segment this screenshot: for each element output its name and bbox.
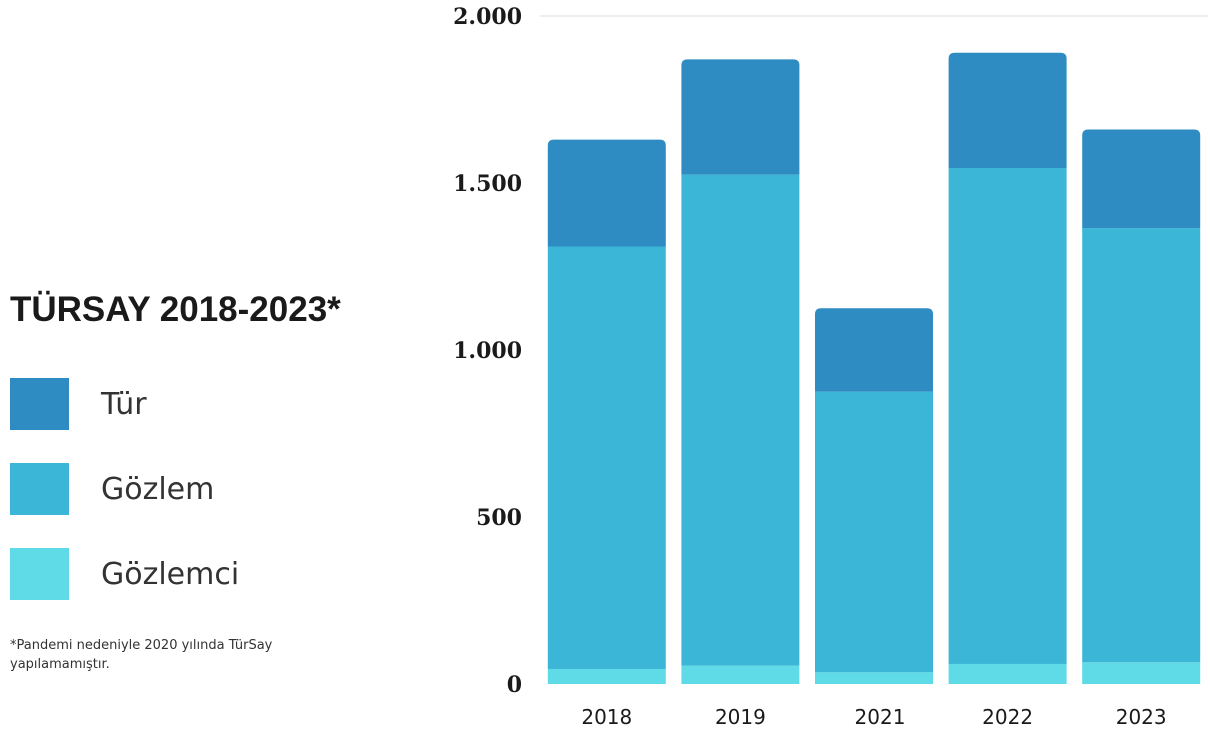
chart-title: TÜRSAY 2018-2023* xyxy=(10,290,341,329)
y-tick-label: 1.500 xyxy=(453,171,522,197)
legend-swatch-gozlemci xyxy=(10,548,69,600)
bar-segment-gözlem xyxy=(815,391,933,673)
bar-segment-gözlemci xyxy=(815,672,933,684)
y-tick-label: 500 xyxy=(476,505,522,531)
bar-group xyxy=(1082,129,1201,684)
bar-segment-gözlem xyxy=(1082,228,1201,663)
x-tick-label: 2018 xyxy=(581,705,632,729)
bar-group xyxy=(815,308,933,684)
bar-group xyxy=(948,52,1067,684)
y-tick-label: 0 xyxy=(507,672,522,698)
bar-segment-gözlemci xyxy=(681,665,800,684)
bar-segment-gözlemci xyxy=(1082,662,1201,684)
legend-item-gozlemci: Gözlemci xyxy=(10,548,239,600)
y-axis: 0 500 1.000 1.500 2.000 xyxy=(453,4,522,698)
legend-label-gozlem: Gözlem xyxy=(101,471,215,507)
bar-group xyxy=(547,139,666,684)
legend-label-tur: Tür xyxy=(101,386,147,422)
y-tick-label: 1.000 xyxy=(453,338,522,364)
x-tick-label: 2022 xyxy=(982,705,1033,729)
bar-segment-tür xyxy=(681,59,800,175)
x-tick-label: 2021 xyxy=(855,705,906,729)
footnote: *Pandemi nedeniyle 2020 yılında TürSay y… xyxy=(10,638,273,672)
y-tick-label: 2.000 xyxy=(453,4,522,30)
bar-segment-tür xyxy=(948,52,1067,168)
bar-segment-gözlem xyxy=(681,174,800,666)
bar-segment-gözlemci xyxy=(948,663,1067,684)
bar-segment-gözlemci xyxy=(547,668,666,684)
bar-segment-gözlem xyxy=(948,167,1067,664)
legend-swatch-gozlem xyxy=(10,463,69,515)
bar-segment-tür xyxy=(815,308,933,392)
legend-label-gozlemci: Gözlemci xyxy=(101,556,240,592)
bar-segment-tür xyxy=(547,139,666,247)
x-axis: 2018 2019 2021 2022 2023 xyxy=(581,705,1166,729)
bars xyxy=(547,52,1201,684)
legend-panel: TÜRSAY 2018-2023* Tür Gözlem Gözlemci *P… xyxy=(0,0,440,729)
legend-item-tur: Tür xyxy=(10,378,147,430)
legend-swatch-tur xyxy=(10,378,69,430)
bar-segment-gözlem xyxy=(547,246,666,669)
x-tick-label: 2023 xyxy=(1116,705,1167,729)
x-tick-label: 2019 xyxy=(715,705,766,729)
bar-segment-tür xyxy=(1082,129,1201,229)
legend-item-gozlem: Gözlem xyxy=(10,463,214,515)
bar-group xyxy=(681,59,800,684)
